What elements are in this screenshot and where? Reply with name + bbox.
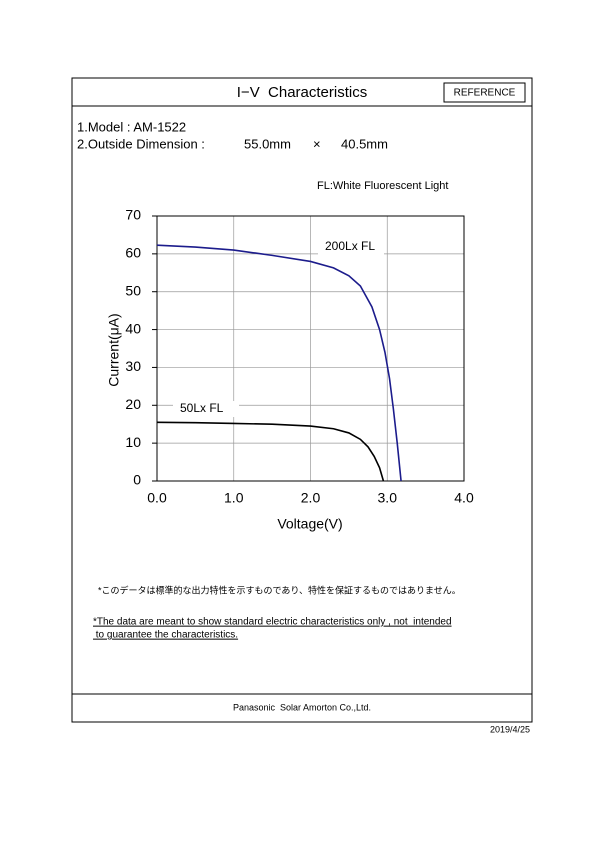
series-line bbox=[156, 421, 385, 482]
x-tick-label: 0.0 bbox=[147, 490, 167, 506]
plot-border bbox=[156, 215, 465, 482]
title: I−V Characteristics bbox=[237, 84, 367, 101]
frame bbox=[71, 77, 533, 723]
model: 1.Model : AM-1522 bbox=[77, 119, 186, 134]
note-english: *The data are meant to show standard ele… bbox=[93, 617, 452, 628]
badge-box bbox=[443, 82, 526, 103]
x-tick-label: 1.0 bbox=[224, 490, 244, 506]
series-label: 50Lx FL bbox=[180, 401, 224, 415]
y-axis-title: Current(μA) bbox=[106, 313, 122, 386]
y-tick-label: 40 bbox=[125, 320, 141, 336]
x-tick-label: 2.0 bbox=[301, 490, 321, 506]
y-tick-label: 20 bbox=[125, 396, 141, 412]
label-bg bbox=[318, 239, 384, 255]
dimension-times: × bbox=[313, 136, 321, 151]
dimension-height: 40.5mm bbox=[341, 136, 388, 151]
chart-subtitle: FL:White Fluorescent Light bbox=[317, 180, 448, 192]
dimension-width: 55.0mm bbox=[244, 136, 291, 151]
y-tick-label: 30 bbox=[125, 358, 141, 374]
x-tick-label: 4.0 bbox=[454, 490, 474, 506]
dimension-label: 2.Outside Dimension : bbox=[77, 136, 205, 151]
date: 2019/4/25 bbox=[490, 724, 530, 734]
y-tick-label: 70 bbox=[125, 207, 141, 223]
note-japanese: *このデータは標準的な出力特性を示すものであり、特性を保証するものではありません… bbox=[98, 584, 461, 595]
chart: 0 10 20 30 40 50 60 70 0.0 1.0 2.0 3.0 4.0 200Lx FL 50… bbox=[125, 207, 474, 506]
label-bg bbox=[173, 401, 239, 417]
y-tick-label: 10 bbox=[125, 434, 141, 450]
note-english: to guarantee the characteristics. bbox=[93, 630, 238, 641]
y-tick-label: 60 bbox=[125, 245, 141, 261]
badge: REFERENCE bbox=[454, 88, 516, 99]
company: Panasonic Solar Amorton Co.,Ltd. bbox=[233, 702, 371, 712]
x-tick-label: 3.0 bbox=[378, 490, 398, 506]
y-tick-label: 50 bbox=[125, 282, 141, 298]
series-line bbox=[156, 244, 402, 482]
series-label: 200Lx FL bbox=[325, 239, 375, 253]
y-tick-label: 0 bbox=[133, 472, 141, 488]
x-axis-title: Voltage(V) bbox=[277, 516, 342, 532]
